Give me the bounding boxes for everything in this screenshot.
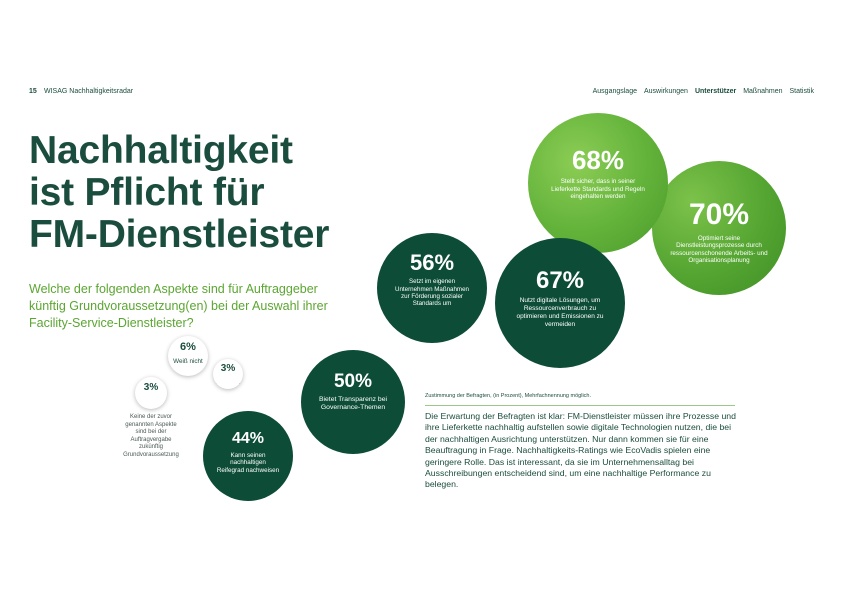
nav-item-statistik[interactable]: Statistik [789, 88, 814, 95]
survey-question: Welche der folgenden Aspekte sind für Au… [29, 282, 328, 330]
page-headline: Nachhaltigkeit ist Pflicht für FM-Dienst… [29, 130, 329, 256]
bubble-label: Kann seinen nachhaltigen Reifegrad nachw… [216, 451, 280, 474]
bubble-3-keine: 3% [135, 377, 167, 409]
body-paragraph: Die Erwartung der Befragten ist klar: FM… [425, 411, 736, 490]
bubble-6: 6% Weiß nicht [168, 336, 208, 376]
bubble-50: 50% Bietet Transparenz bei Governance-The… [301, 350, 405, 454]
document-title: WISAG Nachhaltigkeitsradar [44, 88, 134, 95]
nav-item-auswirkungen[interactable]: Auswirkungen [643, 88, 688, 95]
bubble-value: 67% [535, 267, 585, 294]
section-nav: Ausgangslage Auswirkungen Unterstützer M… [593, 88, 814, 95]
bubble-value: 6% [180, 341, 196, 353]
bubble-label: Nutzt digitale Lösungen, um Ressourcenve… [516, 297, 604, 328]
divider [425, 405, 735, 406]
bubble-67: 67% Nutzt digitale Lösungen, um Ressource… [495, 238, 625, 368]
headline-line-2: ist Pflicht für [29, 171, 265, 214]
bubble-label: Keine der zuvor genannten Aspekte sind b… [123, 414, 179, 458]
bubble-label: Setzt im eigenen Unternehmen Maßnahmen z… [395, 278, 469, 308]
bubble-value: 44% [231, 430, 265, 447]
headline-line-1: Nachhaltigkeit [29, 129, 293, 172]
page-number: 15 [29, 88, 37, 95]
chart-footnote: Zustimmung der Befragten, (in Prozent), … [425, 393, 591, 399]
bubble-value: 50% [333, 371, 373, 392]
bubble-68: 68% Stellt sicher, dass in seiner Lieferk… [528, 113, 668, 253]
bubble-70: 70% Optimiert seine Dienstleistungsprozes… [652, 161, 786, 295]
bubble-value: 3% [220, 363, 236, 374]
bubble-label: Optimiert seine Dienstleistungsprozesse … [670, 234, 768, 265]
nav-item-ausgangslage[interactable]: Ausgangslage [592, 88, 637, 95]
headline-line-3: FM-Dienstleister [29, 213, 330, 256]
bubble-value: 70% [688, 198, 750, 231]
nav-item-unterstuetzer[interactable]: Unterstützer [694, 88, 737, 95]
nav-item-massnahmen[interactable]: Maßnahmen [743, 88, 783, 95]
bubble-value: 3% [143, 382, 159, 393]
bubble-value: 56% [409, 250, 455, 275]
bubble-value: 68% [571, 145, 625, 175]
bubble-label: Stellt sicher, dass in seiner Lieferkett… [551, 178, 645, 201]
bubble-3-sonstiges: 3% [213, 359, 243, 389]
bubble-56: 56% Setzt im eigenen Unternehmen Maßnahme… [377, 233, 487, 343]
bubble-label: Bietet Transparenz bei Governance-Themen [318, 395, 387, 412]
bubble-label: Weiß nicht [173, 357, 203, 365]
bubble-44: 44% Kann seinen nachhaltigen Reifegrad na… [203, 411, 293, 501]
